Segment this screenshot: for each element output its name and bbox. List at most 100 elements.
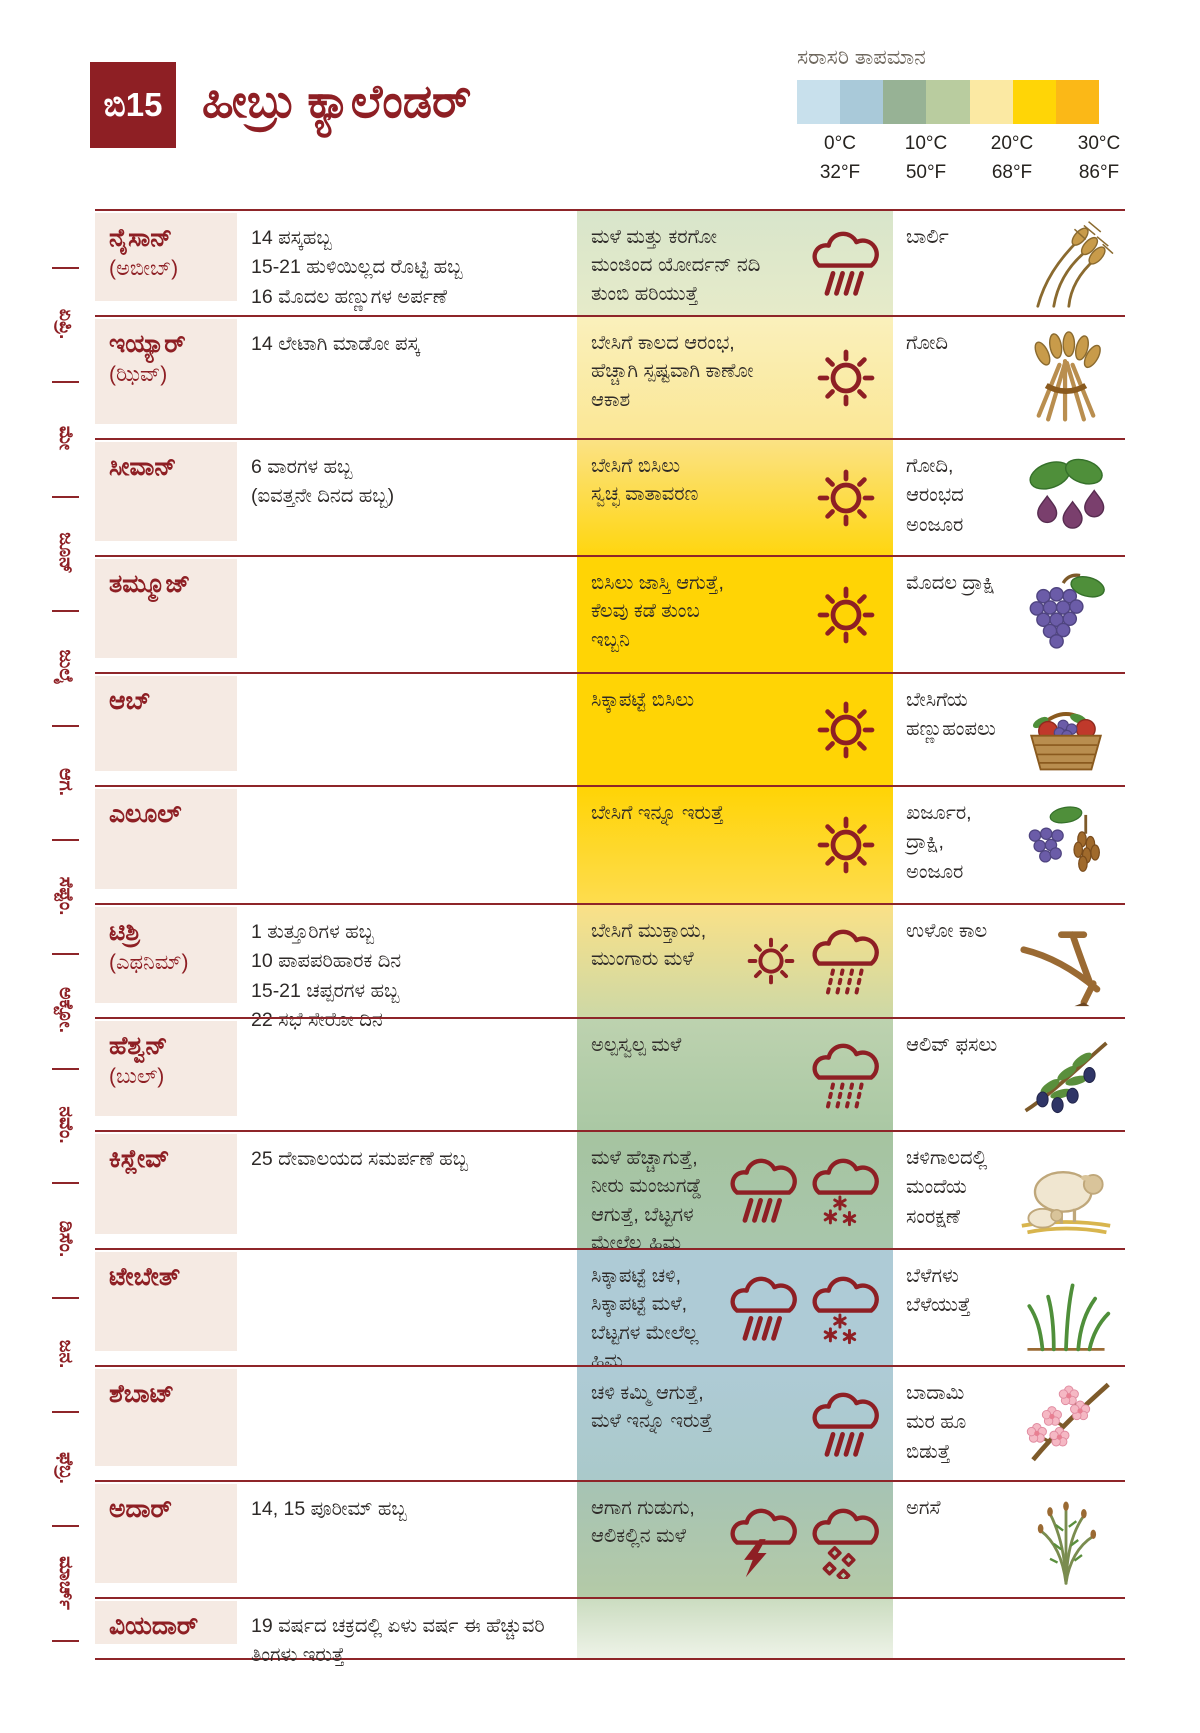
rain-cloud-icon [807,224,885,302]
weather-cell [577,1599,893,1658]
produce-label: ಮೊದಲ ದ್ರಾಕ್ಷಿ [906,572,995,594]
hail-cloud-icon [807,1501,885,1579]
timeline-tick [52,839,79,841]
produce-label: ಗೋದಿ, ಆರಂಭದ ಅಂಜೂರ [906,455,964,536]
festivals-text: 14 ಲೇಟಾಗಿ ಮಾಡೋ ಪಸ್ಕ [251,333,420,355]
gregorian-month-label: ಆಗ. [55,767,76,797]
hebrew-month-name: ಕಿಸ್ಲೇವ್ [109,1145,170,1173]
hebrew-month-name: ಟೇಬೇತ್ [109,1263,181,1291]
timeline-tick [52,725,79,727]
weather-description: ಬಿಸಿಲು ಜಾಸ್ತಿ ಆಗುತ್ತೆ, ಕೆಲವು ಕಡೆ ತುಂಬ ಇಬ… [591,572,724,651]
hebrew-month-name: ಅದಾರ್ [109,1495,172,1523]
month-cell: ಟೇಬೇತ್ [95,1252,237,1351]
sun-icon [807,806,885,884]
lesson-badge: ಬಿ15 [90,62,176,148]
drizzle-cloud-icon [807,1036,885,1114]
month-cell: ತಮ್ಮೂಜ್ [95,559,237,658]
hebrew-month-alt-name: (ಝಿವ್) [109,362,168,386]
produce-cell: ಅಗಸೆ [893,1482,1125,1597]
month-cell: ಟಿಶ್ರಿ (ಎಥನಿಮ್) [95,907,237,1003]
produce-cell: ಬಾರ್ಲಿ [893,211,1125,315]
calendar-row-tebeth: ಟೇಬೇತ್ ಸಿಕ್ಕಾಪಟ್ಟೆ ಚಳಿ, ಸಿಕ್ಕಾಪಟ್ಟೆ ಮಳೆ,… [95,1248,1125,1372]
month-cell: ಆಬ್ [95,676,237,771]
weather-cell: ಚಳಿ ಕಮ್ಮಿ ಆಗುತ್ತೆ, ಮಳೆ ಇನ್ನೂ ಇರುತ್ತೆ [577,1367,893,1480]
timeline-tick [52,1525,79,1527]
produce-cell: ಬಾದಾಮಿ ಮರ ಹೂ ಬಿಡುತ್ತೆ [893,1367,1125,1480]
weather-description [577,1599,781,1611]
weather-cell: ಬಿಸಿಲು ಜಾಸ್ತಿ ಆಗುತ್ತೆ, ಕೆಲವು ಕಡೆ ತುಂಬ ಇಬ… [577,557,893,672]
produce-cell: ಬೆಳೆಗಳು ಬೆಳೆಯುತ್ತೆ [893,1250,1125,1365]
sun-icon [807,576,885,654]
calendar-row-heshvan: ಹೆಶ್ವನ್ (ಬುಲ್) ಅಲ್ಪಸ್ವಲ್ಪ ಮಳೆ ಆಲಿವ್ ಫಸಲು [95,1017,1125,1130]
timeline-tick [52,267,79,269]
timeline-tick [52,1640,79,1642]
scale-segment [883,80,927,124]
produce-label: ಬೇಸಿಗೆಯ ಹಣ್ಣುಹಂಪಲು [906,689,996,741]
fig-branch-illustration [1010,451,1122,545]
temperature-tick: 20°C 68°F [990,133,1034,183]
produce-cell: ಮೊದಲ ದ್ರಾಕ್ಷಿ [893,557,1125,672]
produce-cell: ಗೋದಿ, ಆರಂಭದ ಅಂಜೂರ [893,440,1125,555]
calendar-row-adar: ಅದಾರ್ 14, 15 ಪೂರೀಮ್ ಹಬ್ಬ ಆಗಾಗ ಗುಡುಗು, ಆಲ… [95,1480,1125,1597]
gregorian-month-label: ಅಕ್ಟೋ. [55,986,76,1034]
calendar-table: ನೈಸಾನ್ (ಅಬೀಬ್) 14 ಪಸ್ಕಹಬ್ಬ 15-21 ಹುಳಿಯಿಲ… [95,209,1125,1666]
festivals-text [237,787,577,800]
scale-segment [969,80,1013,124]
sun-icon [807,691,885,769]
calendar-row-iyyar: ಇಯ್ಯಾರ್ (ಝಿವ್) 14 ಲೇಟಾಗಿ ಮಾಡೋ ಪಸ್ಕ ಬೇಸಿಗ… [95,315,1125,438]
gregorian-month-label: ಜೂನ್ [55,532,76,574]
hebrew-month-name: ಟಿಶ್ರಿ [109,918,141,946]
weather-description: ಮಳೆ ಮತ್ತು ಕರಗೋ ಮಂಜಿಂದ ಯೋರ್ದನ್ ನದಿ ತುಂಬಿ … [591,226,761,305]
weather-description: ಬೇಸಿಗೆ ಇನ್ನೂ ಇರುತ್ತೆ [591,802,724,824]
rain-cloud-icon [807,1385,885,1463]
scale-segment [1012,80,1056,124]
produce-label: ಬೆಳೆಗಳು ಬೆಳೆಯುತ್ತೆ [906,1265,971,1317]
month-cell: ಹೆಶ್ವನ್ (ಬುಲ್) [95,1021,237,1116]
hebrew-month-name: ಆಬ್ [109,687,151,715]
gregorian-month-label: ಜುಲೈ [55,649,76,685]
weather-cell: ಬೇಸಿಗೆ ಮುಕ್ತಾಯ, ಮುಂಗಾರು ಮಳೆ [577,905,893,1017]
produce-label: ಅಗಸೆ [906,1497,941,1519]
drizzle-cloud-icon [807,922,885,1000]
hebrew-month-name: ಶೆಬಾಟ್ [109,1380,175,1408]
weather-cell: ಆಗಾಗ ಗುಡುಗು, ಆಲಿಕಲ್ಲಿನ ಮಳೆ [577,1482,893,1597]
festivals-text [237,557,577,570]
weather-cell: ಮಳೆ ಹೆಚ್ಚಾಗುತ್ತೆ, ನೀರು ಮಂಜುಗಡ್ಡೆ ಆಗುತ್ತೆ… [577,1132,893,1254]
festivals-text [237,1367,577,1380]
timeline-tick [52,1297,79,1299]
gregorian-month-label: ಏಪ್ರಿ. [55,308,76,340]
festivals-text: 6 ವಾರಗಳ ಹಬ್ಬ (ಐವತ್ತನೇ ದಿನದ ಹಬ್ಬ) [251,456,395,508]
hebrew-month-alt-name: (ಬುಲ್) [109,1064,165,1088]
produce-cell: ಚಳಿಗಾಲದಲ್ಲಿ ಮಂದೆಯ ಸಂರಕ್ಷಣೆ [893,1132,1125,1248]
produce-label: ಚಳಿಗಾಲದಲ್ಲಿ ಮಂದೆಯ ಸಂರಕ್ಷಣೆ [906,1147,988,1228]
timeline-tick [52,496,79,498]
calendar-row-tammuz: ತಮ್ಮೂಜ್ ಬಿಸಿಲು ಜಾಸ್ತಿ ಆಗುತ್ತೆ, ಕೆಲವು ಕಡೆ… [95,555,1125,672]
grapes-illustration [1010,568,1122,662]
timeline-tick [52,381,79,383]
sun-icon [807,339,885,417]
calendar-row-sivan: ಸೀವಾನ್ 6 ವಾರಗಳ ಹಬ್ಬ (ಐವತ್ತನೇ ದಿನದ ಹಬ್ಬ) … [95,438,1125,555]
scale-segment [840,80,884,124]
produce-label: ಖರ್ಜೂರ, ದ್ರಾಕ್ಷಿ, ಅಂಜೂರ [906,802,972,883]
temperature-tick: 10°C 50°F [904,133,948,183]
festivals-text: 14, 15 ಪೂರೀಮ್ ಹಬ್ಬ [251,1498,407,1520]
festivals-text: 1 ತುತ್ತೂರಿಗಳ ಹಬ್ಬ 10 ಪಾಪಪರಿಹಾರಕ ದಿನ 15-2… [251,921,402,1031]
weather-cell: ಬೇಸಿಗೆ ಇನ್ನೂ ಇರುತ್ತೆ [577,787,893,903]
produce-label [893,1599,1012,1611]
plow-illustration [1010,914,1122,1008]
gregorian-month-label: ನವೆಂ. [55,1106,76,1144]
produce-label: ಬಾರ್ಲಿ [906,226,949,248]
produce-label: ಗೋದಿ [906,332,948,354]
temperature-tick: 30°C 86°F [1077,133,1121,183]
festivals-text [237,1250,577,1263]
festivals-text: 25 ದೇವಾಲಯದ ಸಮರ್ಪಣೆ ಹಬ್ಬ [251,1148,469,1170]
scale-segment [926,80,970,124]
month-cell: ಕಿಸ್ಲೇವ್ [95,1134,237,1234]
growing-crops-illustration [1010,1261,1122,1355]
calendar-row-shebat: ಶೆಬಾಟ್ ಚಳಿ ಕಮ್ಮಿ ಆಗುತ್ತೆ, ಮಳೆ ಇನ್ನೂ ಇರುತ… [95,1365,1125,1480]
weather-description: ಸಿಕ್ಕಾಪಟ್ಟೆ ಚಳಿ, ಸಿಕ್ಕಾಪಟ್ಟೆ ಮಳೆ, ಬೆಟ್ಟಗ… [591,1265,699,1372]
timeline-tick [52,953,79,955]
hebrew-month-name: ಸೀವಾನ್ [109,453,177,481]
festivals-text: 14 ಪಸ್ಕಹಬ್ಬ 15-21 ಹುಳಿಯಿಲ್ಲದ ರೊಟ್ಟಿ ಹಬ್ಬ… [251,227,463,308]
sheep-illustration [1010,1143,1122,1237]
